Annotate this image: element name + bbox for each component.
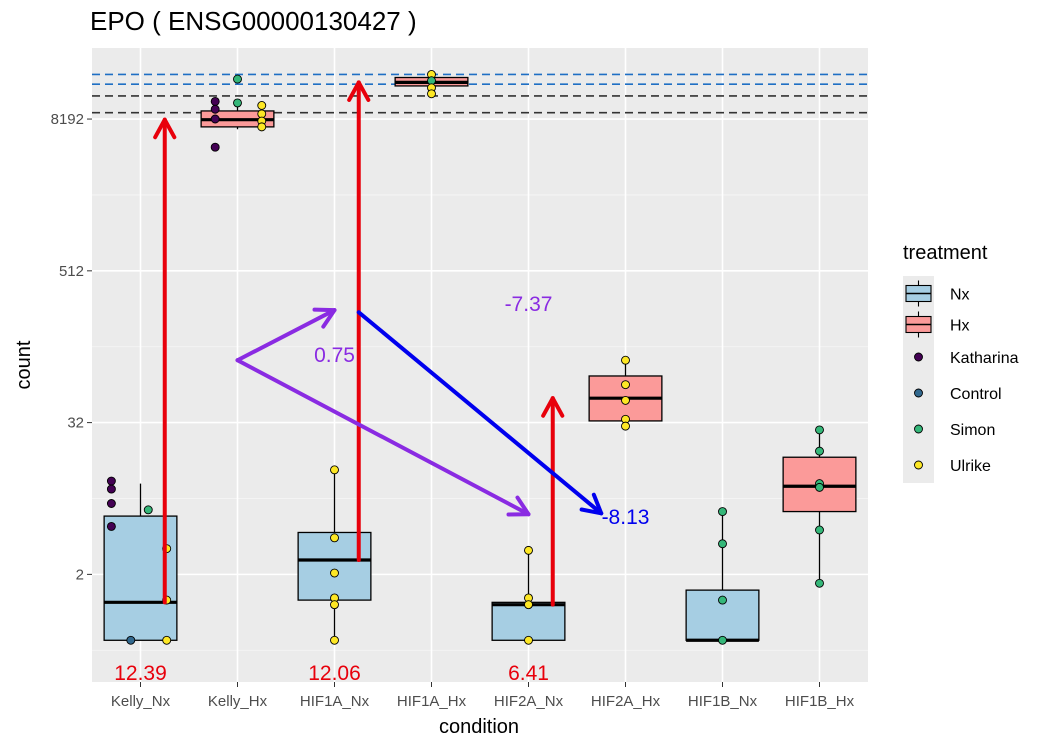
fold-change-label: 12.39 [114, 662, 167, 685]
data-point [427, 89, 436, 99]
arrow-line [356, 310, 604, 516]
data-point [257, 101, 267, 110]
data-point [330, 635, 339, 645]
data-point [621, 355, 630, 365]
x-tick-label: HIF2A_Hx [591, 693, 661, 710]
data-point [815, 578, 824, 588]
fold-change-label: -8.13 [602, 506, 650, 529]
legend-point-key [914, 424, 923, 434]
data-point [815, 525, 824, 535]
data-point [330, 465, 339, 475]
data-point [330, 533, 339, 543]
plot-panel: 12.39 12.06 6.41 0.75 -7.37 -8.13 [92, 48, 868, 685]
y-tick-label: 2 [76, 566, 84, 583]
legend-title: treatment [903, 242, 988, 264]
x-axis-title: condition [439, 716, 519, 738]
x-tick-label: HIF1B_Nx [688, 693, 758, 710]
legend-point-key [914, 460, 923, 470]
data-point [143, 505, 153, 515]
fold-change-label: 0.75 [314, 344, 355, 367]
data-point [815, 425, 824, 435]
data-point [330, 568, 339, 578]
data-point [126, 635, 136, 645]
legend-point-key [914, 352, 923, 362]
data-point [233, 74, 242, 84]
data-point [815, 446, 824, 456]
y-tick-label: 512 [59, 263, 84, 280]
y-axis-title: count [13, 340, 35, 389]
data-point [106, 476, 116, 486]
arrow-line [235, 358, 531, 517]
legend-label: Simon [950, 422, 995, 439]
data-point [524, 545, 533, 555]
y-axis: 2 32 512 8192 [51, 111, 92, 583]
data-point [210, 96, 220, 106]
legend-label: Katharina [950, 350, 1019, 367]
arrow-head [541, 396, 565, 418]
data-point [621, 380, 630, 390]
arrow-head [347, 80, 371, 102]
legend: treatment Nx Hx Katharina Control Simon Ulrik… [903, 242, 1019, 483]
legend-label: Control [950, 386, 1002, 403]
data-point [162, 635, 172, 645]
x-tick-label: HIF1B_Hx [785, 693, 855, 710]
y-tick-label: 8192 [51, 111, 84, 128]
x-tick-label: HIF1A_Hx [397, 693, 467, 710]
data-point [718, 539, 727, 549]
legend-label: Nx [950, 287, 970, 304]
data-point [257, 122, 267, 132]
data-point [210, 142, 220, 152]
data-point [621, 421, 630, 431]
data-point [106, 484, 116, 494]
x-axis: Kelly_Nx Kelly_Hx HIF1A_Nx HIF1A_Hx HIF2A_Nx… [111, 682, 855, 710]
data-point [106, 499, 116, 508]
data-point [718, 595, 727, 605]
arrow-head [579, 492, 604, 516]
data-point [524, 600, 533, 610]
fold-change-label: 12.06 [308, 662, 361, 685]
fold-change-label: -7.37 [505, 293, 553, 316]
data-point [106, 522, 116, 531]
fold-change-label: 6.41 [508, 662, 549, 685]
arrow-head [153, 117, 177, 140]
y-tick-label: 32 [67, 415, 84, 432]
data-point [815, 482, 824, 492]
legend-point-key [914, 388, 923, 398]
data-point [718, 507, 727, 517]
data-point [524, 635, 533, 645]
legend-label: Ulrike [950, 458, 991, 475]
data-point [210, 104, 220, 114]
legend-label: Hx [950, 318, 970, 335]
data-point [330, 600, 339, 610]
panel-background [92, 48, 868, 682]
chart-title: EPO ( ENSG00000130427 ) [90, 6, 417, 36]
data-point [621, 395, 630, 405]
legend-key-background [903, 276, 934, 483]
x-tick-label: HIF2A_Nx [494, 693, 564, 710]
x-tick-label: Kelly_Hx [208, 693, 268, 710]
arrow-head [506, 495, 531, 517]
data-point [233, 98, 242, 108]
x-tick-label: Kelly_Nx [111, 693, 171, 710]
data-point [210, 114, 220, 124]
arrow-line [235, 308, 337, 363]
x-tick-label: HIF1A_Nx [300, 693, 370, 710]
data-point [718, 635, 727, 645]
arrow-head [312, 307, 337, 329]
